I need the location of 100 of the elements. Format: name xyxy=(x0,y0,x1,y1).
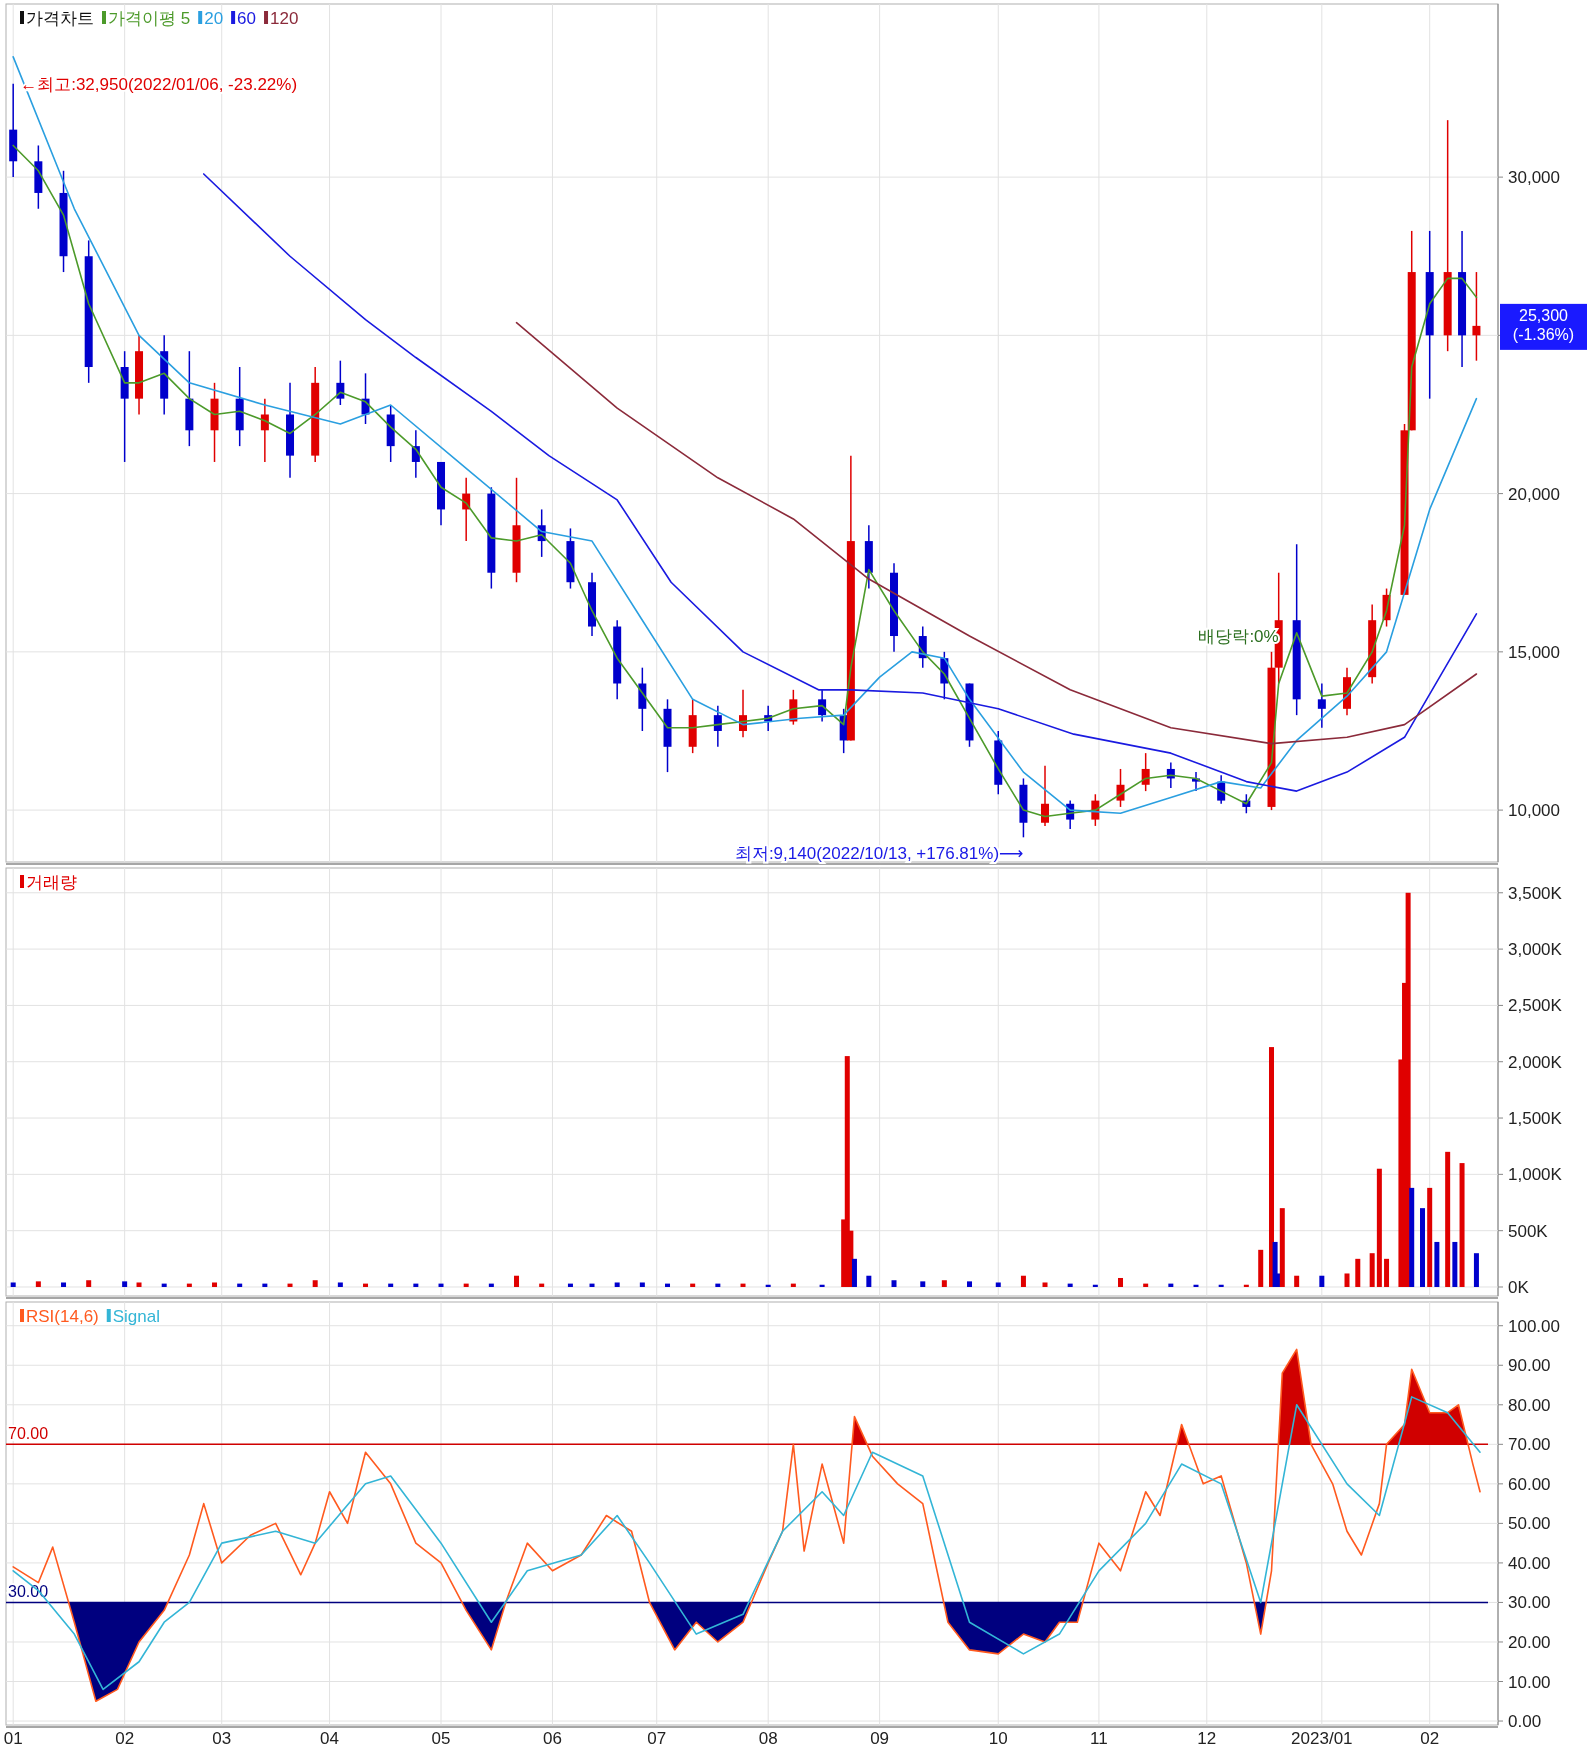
bar xyxy=(312,1280,318,1287)
y-tick-label: 20.00 xyxy=(1508,1632,1551,1652)
candlestick xyxy=(336,359,345,406)
y-tick-label: 1,000K xyxy=(1508,1165,1563,1185)
bar xyxy=(337,1282,343,1287)
ref-line-label: 70.00 xyxy=(8,1425,49,1443)
chart-title: 거래량 xyxy=(26,873,77,892)
bar xyxy=(61,1282,67,1287)
bar xyxy=(1020,1275,1026,1287)
bar xyxy=(35,1281,41,1287)
x-tick-label: 10 xyxy=(988,1729,1008,1748)
bar xyxy=(941,1280,947,1287)
y-tick-label: 40.00 xyxy=(1508,1553,1551,1573)
bar xyxy=(866,1275,872,1287)
y-tick-label: 50.00 xyxy=(1508,1514,1551,1534)
candlestick xyxy=(713,704,722,748)
line-series xyxy=(515,321,1478,745)
bar xyxy=(1369,1253,1375,1287)
legend-label: 가격이평 5 xyxy=(108,9,191,28)
bar xyxy=(995,1282,1001,1287)
y-tick-label: 30,000 xyxy=(1508,168,1560,188)
bar xyxy=(765,1284,771,1287)
bar xyxy=(1384,1258,1390,1287)
x-tick-label: 01 xyxy=(3,1729,23,1748)
bar xyxy=(819,1284,825,1287)
x-tick-label: 08 xyxy=(758,1729,778,1748)
y-tick-label: 30.00 xyxy=(1508,1593,1551,1613)
x-tick-label: 03 xyxy=(212,1729,232,1748)
y-tick-label: 15,000 xyxy=(1508,642,1560,662)
candlestick xyxy=(1472,271,1481,362)
y-tick-label: 100.00 xyxy=(1508,1316,1560,1336)
candlestick xyxy=(1317,682,1326,729)
y-tick-label: 10.00 xyxy=(1508,1672,1551,1692)
bar xyxy=(1319,1275,1325,1287)
legend-label: 120 xyxy=(270,9,299,28)
x-tick-label: 11 xyxy=(1090,1729,1108,1748)
y-tick-label: 2,000K xyxy=(1508,1052,1563,1072)
annotation: 최저:9,140(2022/10/13, +176.81%)⟶ xyxy=(734,844,1024,864)
bar xyxy=(614,1282,620,1287)
bar xyxy=(1473,1253,1479,1287)
bar xyxy=(122,1281,128,1287)
bar xyxy=(1258,1249,1264,1287)
y-tick-label: 1,500K xyxy=(1508,1109,1563,1129)
bar xyxy=(1405,892,1411,1287)
bar xyxy=(1434,1241,1440,1287)
bar xyxy=(136,1282,142,1287)
bar xyxy=(1218,1284,1224,1287)
bar xyxy=(1294,1275,1300,1287)
y-tick-label: 80.00 xyxy=(1508,1395,1551,1415)
bar xyxy=(86,1280,92,1287)
annotation: ←최고:32,950(2022/01/06, -23.22%) xyxy=(20,74,298,94)
chart-title: 가격차트 xyxy=(26,9,94,28)
y-tick-label: 90.00 xyxy=(1508,1356,1551,1376)
legend-label: Signal xyxy=(112,1307,161,1326)
bar xyxy=(891,1280,897,1287)
bar xyxy=(639,1282,645,1287)
bar xyxy=(212,1282,218,1287)
bar xyxy=(851,1258,857,1287)
bar xyxy=(1243,1284,1249,1287)
x-tick-label: 04 xyxy=(320,1729,340,1748)
bar xyxy=(1344,1273,1350,1287)
line-series xyxy=(202,173,1478,792)
bar xyxy=(1279,1208,1285,1287)
bar xyxy=(1445,1151,1451,1287)
x-tick-label: 09 xyxy=(870,1729,890,1748)
y-tick-label: 20,000 xyxy=(1508,484,1560,504)
x-tick-label: 12 xyxy=(1197,1729,1217,1748)
bar xyxy=(1355,1258,1361,1287)
y-tick-label: 3,000K xyxy=(1508,940,1563,960)
legend-label: 60 xyxy=(237,9,257,28)
y-tick-label: 500K xyxy=(1508,1221,1549,1241)
legend-label: 20 xyxy=(204,9,224,28)
y-tick-label: 10,000 xyxy=(1508,801,1560,821)
candlestick xyxy=(1041,765,1050,827)
bar xyxy=(1420,1208,1425,1287)
x-tick-label: 02 xyxy=(115,1729,135,1748)
bar xyxy=(967,1281,973,1287)
y-tick-label: 3,500K xyxy=(1508,883,1563,903)
bar xyxy=(1409,1187,1415,1287)
x-tick-label: 05 xyxy=(431,1729,451,1748)
x-tick-label: 06 xyxy=(543,1729,562,1748)
y-tick-label: 0K xyxy=(1508,1277,1530,1297)
annotation: 25,300 (-1.36%) xyxy=(1512,306,1575,343)
bar xyxy=(1427,1187,1433,1287)
y-tick-label: 60.00 xyxy=(1508,1474,1551,1494)
x-tick-label: 2023/01 xyxy=(1291,1729,1353,1748)
x-tick-label: 07 xyxy=(647,1729,667,1748)
bar xyxy=(1118,1277,1124,1287)
bar xyxy=(1042,1282,1048,1287)
bar xyxy=(10,1282,16,1287)
y-tick-label: 2,500K xyxy=(1508,996,1563,1016)
bar xyxy=(1193,1284,1199,1287)
legend-label: RSI(14,6) xyxy=(26,1307,99,1326)
x-tick-label: 02 xyxy=(1420,1729,1440,1748)
y-tick-label: 70.00 xyxy=(1508,1435,1551,1455)
bar xyxy=(1459,1163,1465,1287)
bar xyxy=(920,1281,926,1287)
bar xyxy=(1452,1241,1458,1287)
bar xyxy=(1092,1284,1098,1287)
bar xyxy=(514,1275,520,1287)
